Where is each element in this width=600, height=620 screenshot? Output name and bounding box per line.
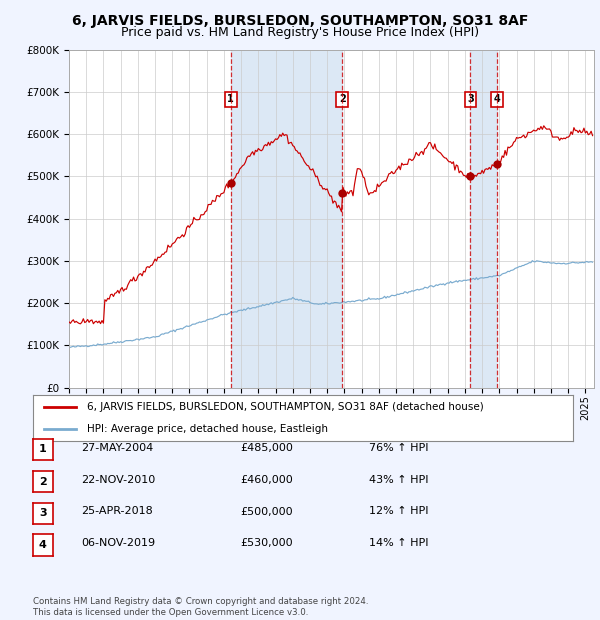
- Text: 06-NOV-2019: 06-NOV-2019: [81, 538, 155, 548]
- Text: 76% ↑ HPI: 76% ↑ HPI: [369, 443, 428, 453]
- Text: 2: 2: [39, 477, 47, 487]
- Bar: [470, 50, 497, 388]
- Text: 12% ↑ HPI: 12% ↑ HPI: [369, 507, 428, 516]
- Text: 22-NOV-2010: 22-NOV-2010: [81, 475, 155, 485]
- Text: 1: 1: [39, 445, 47, 454]
- Text: 6, JARVIS FIELDS, BURSLEDON, SOUTHAMPTON, SO31 8AF: 6, JARVIS FIELDS, BURSLEDON, SOUTHAMPTON…: [72, 14, 528, 28]
- Text: 3: 3: [39, 508, 47, 518]
- Text: 43% ↑ HPI: 43% ↑ HPI: [369, 475, 428, 485]
- Text: HPI: Average price, detached house, Eastleigh: HPI: Average price, detached house, East…: [87, 424, 328, 434]
- Text: Contains HM Land Registry data © Crown copyright and database right 2024.
This d: Contains HM Land Registry data © Crown c…: [33, 598, 368, 617]
- Text: 14% ↑ HPI: 14% ↑ HPI: [369, 538, 428, 548]
- Text: 3: 3: [467, 94, 474, 104]
- Text: 2: 2: [339, 94, 346, 104]
- Text: £460,000: £460,000: [240, 475, 293, 485]
- Text: 27-MAY-2004: 27-MAY-2004: [81, 443, 153, 453]
- Text: 4: 4: [39, 540, 47, 550]
- Text: 25-APR-2018: 25-APR-2018: [81, 507, 153, 516]
- Text: 1: 1: [227, 94, 234, 104]
- Text: 6, JARVIS FIELDS, BURSLEDON, SOUTHAMPTON, SO31 8AF (detached house): 6, JARVIS FIELDS, BURSLEDON, SOUTHAMPTON…: [87, 402, 484, 412]
- Text: £500,000: £500,000: [240, 507, 293, 516]
- Text: £530,000: £530,000: [240, 538, 293, 548]
- Text: Price paid vs. HM Land Registry's House Price Index (HPI): Price paid vs. HM Land Registry's House …: [121, 26, 479, 39]
- Text: 4: 4: [493, 94, 500, 104]
- Bar: [231, 50, 342, 388]
- Text: £485,000: £485,000: [240, 443, 293, 453]
